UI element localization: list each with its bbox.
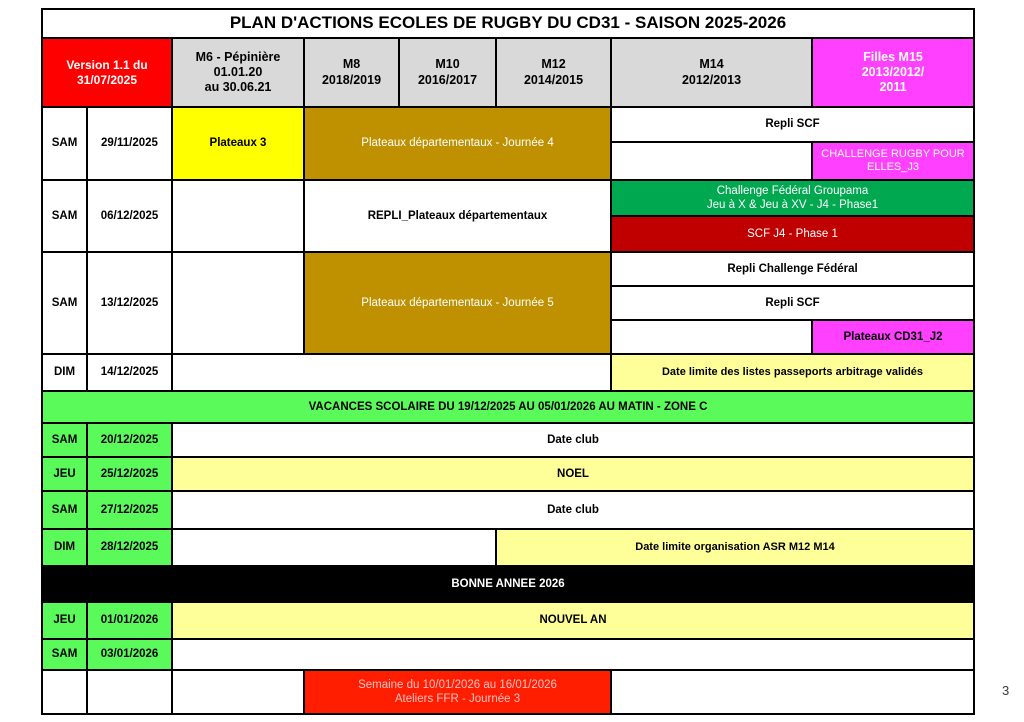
date-cell: 01/01/2026: [88, 603, 173, 640]
table-row: PLAN D'ACTIONS ECOLES DE RUGBY DU CD31 -…: [43, 10, 975, 39]
sub-row: Repli SCF: [612, 287, 975, 321]
empty-cell: [43, 671, 88, 715]
event-cell: Plateaux départementaux - Journée 4: [305, 108, 612, 181]
date-cell: 06/12/2025: [88, 181, 173, 253]
empty-cell: [88, 671, 173, 715]
empty-cell: [612, 143, 813, 181]
table-row: SAM 06/12/2025 REPLI_Plateaux départementa…: [43, 181, 975, 253]
plan-table: PLAN D'ACTIONS ECOLES DE RUGBY DU CD31 -…: [41, 8, 975, 715]
event-cell: Repli SCF: [612, 108, 975, 143]
day-cell: SAM: [43, 424, 88, 458]
day-cell: JEU: [43, 458, 88, 492]
event-cell: Repli Challenge Fédéral: [612, 253, 975, 287]
day-cell: SAM: [43, 181, 88, 253]
event-subgrid: Challenge Fédéral Groupama Jeu à X & Jeu…: [612, 181, 975, 253]
table-row: JEU 01/01/2026 NOUVEL AN: [43, 603, 975, 640]
event-subgrid: Repli Challenge Fédéral Repli SCF Plateaux…: [612, 253, 975, 355]
table-row: DIM 14/12/2025 Date limite des listes pass…: [43, 355, 975, 392]
col-header-filles-m15: Filles M15 2013/2012/ 2011: [813, 39, 975, 108]
empty-cell: [173, 640, 975, 671]
col-header-m10: M10 2016/2017: [400, 39, 497, 108]
date-cell: 03/01/2026: [88, 640, 173, 671]
table-row: SAM 29/11/2025 Plateaux 3 Plateaux départem…: [43, 108, 975, 181]
sub-row: Repli Challenge Fédéral: [612, 253, 975, 287]
table-row: SAM 13/12/2025 Plateaux départementaux - J…: [43, 253, 975, 355]
day-cell: SAM: [43, 108, 88, 181]
day-cell: DIM: [43, 530, 88, 567]
event-cell: Challenge Fédéral Groupama Jeu à X & Jeu…: [612, 181, 975, 217]
vacances-row: VACANCES SCOLAIRE DU 19/12/2025 AU 05/01…: [43, 392, 975, 424]
event-cell: Plateaux CD31_J2: [813, 321, 975, 355]
sub-row: Repli SCF: [612, 108, 975, 143]
event-cell: Repli SCF: [612, 287, 975, 321]
event-cell: SCF J4 - Phase 1: [612, 217, 975, 253]
event-cell: Date club: [173, 492, 975, 530]
sub-row: Plateaux CD31_J2: [612, 321, 975, 355]
table-row: BONNE ANNEE 2026: [43, 567, 975, 603]
version-header: Version 1.1 du 31/07/2025: [43, 39, 173, 108]
date-cell: 29/11/2025: [88, 108, 173, 181]
bonne-annee-row: BONNE ANNEE 2026: [43, 567, 975, 603]
date-cell: 13/12/2025: [88, 253, 173, 355]
date-cell: 27/12/2025: [88, 492, 173, 530]
table-row: VACANCES SCOLAIRE DU 19/12/2025 AU 05/01…: [43, 392, 975, 424]
day-cell: SAM: [43, 492, 88, 530]
empty-cell: [173, 181, 305, 253]
table-row: SAM 27/12/2025 Date club: [43, 492, 975, 530]
date-cell: 28/12/2025: [88, 530, 173, 567]
empty-cell: [612, 671, 975, 715]
event-cell: NOEL: [173, 458, 975, 492]
event-cell: Date limite organisation ASR M12 M14: [497, 530, 975, 567]
table-title: PLAN D'ACTIONS ECOLES DE RUGBY DU CD31 -…: [43, 10, 975, 39]
table-row: DIM 28/12/2025 Date limite organisation AS…: [43, 530, 975, 567]
empty-cell: [173, 671, 305, 715]
table-row: SAM 20/12/2025 Date club: [43, 424, 975, 458]
table-row: Semaine du 10/01/2026 au 16/01/2026 Atel…: [43, 671, 975, 715]
event-cell: Plateaux départementaux - Journée 5: [305, 253, 612, 355]
event-subgrid: Repli SCF CHALLENGE RUGBY POUR ELLES_J3: [612, 108, 975, 181]
day-cell: SAM: [43, 640, 88, 671]
page-number: 3: [1002, 683, 1010, 698]
empty-cell: [173, 355, 612, 392]
event-cell: Semaine du 10/01/2026 au 16/01/2026 Atel…: [305, 671, 612, 715]
event-cell: REPLI_Plateaux départementaux: [305, 181, 612, 253]
sub-row: CHALLENGE RUGBY POUR ELLES_J3: [612, 143, 975, 181]
table-row: Version 1.1 du 31/07/2025 M6 - Pépinière …: [43, 39, 975, 108]
col-header-m6: M6 - Pépinière 01.01.20 au 30.06.21: [173, 39, 305, 108]
table-row: SAM 03/01/2026: [43, 640, 975, 671]
empty-cell: [173, 253, 305, 355]
event-cell: NOUVEL AN: [173, 603, 975, 640]
col-header-m12: M12 2014/2015: [497, 39, 612, 108]
day-cell: SAM: [43, 253, 88, 355]
col-header-m14: M14 2012/2013: [612, 39, 813, 108]
col-header-m8: M8 2018/2019: [305, 39, 400, 108]
event-cell: Plateaux 3: [173, 108, 305, 181]
sub-row: SCF J4 - Phase 1: [612, 217, 975, 253]
date-cell: 25/12/2025: [88, 458, 173, 492]
event-cell: Date limite des listes passeports arbitr…: [612, 355, 975, 392]
empty-cell: [612, 321, 813, 355]
sub-row: Challenge Fédéral Groupama Jeu à X & Jeu…: [612, 181, 975, 217]
day-cell: DIM: [43, 355, 88, 392]
date-cell: 20/12/2025: [88, 424, 173, 458]
day-cell: JEU: [43, 603, 88, 640]
date-cell: 14/12/2025: [88, 355, 173, 392]
event-cell: Date club: [173, 424, 975, 458]
event-cell: CHALLENGE RUGBY POUR ELLES_J3: [813, 143, 975, 181]
empty-cell: [173, 530, 497, 567]
table-row: JEU 25/12/2025 NOEL: [43, 458, 975, 492]
